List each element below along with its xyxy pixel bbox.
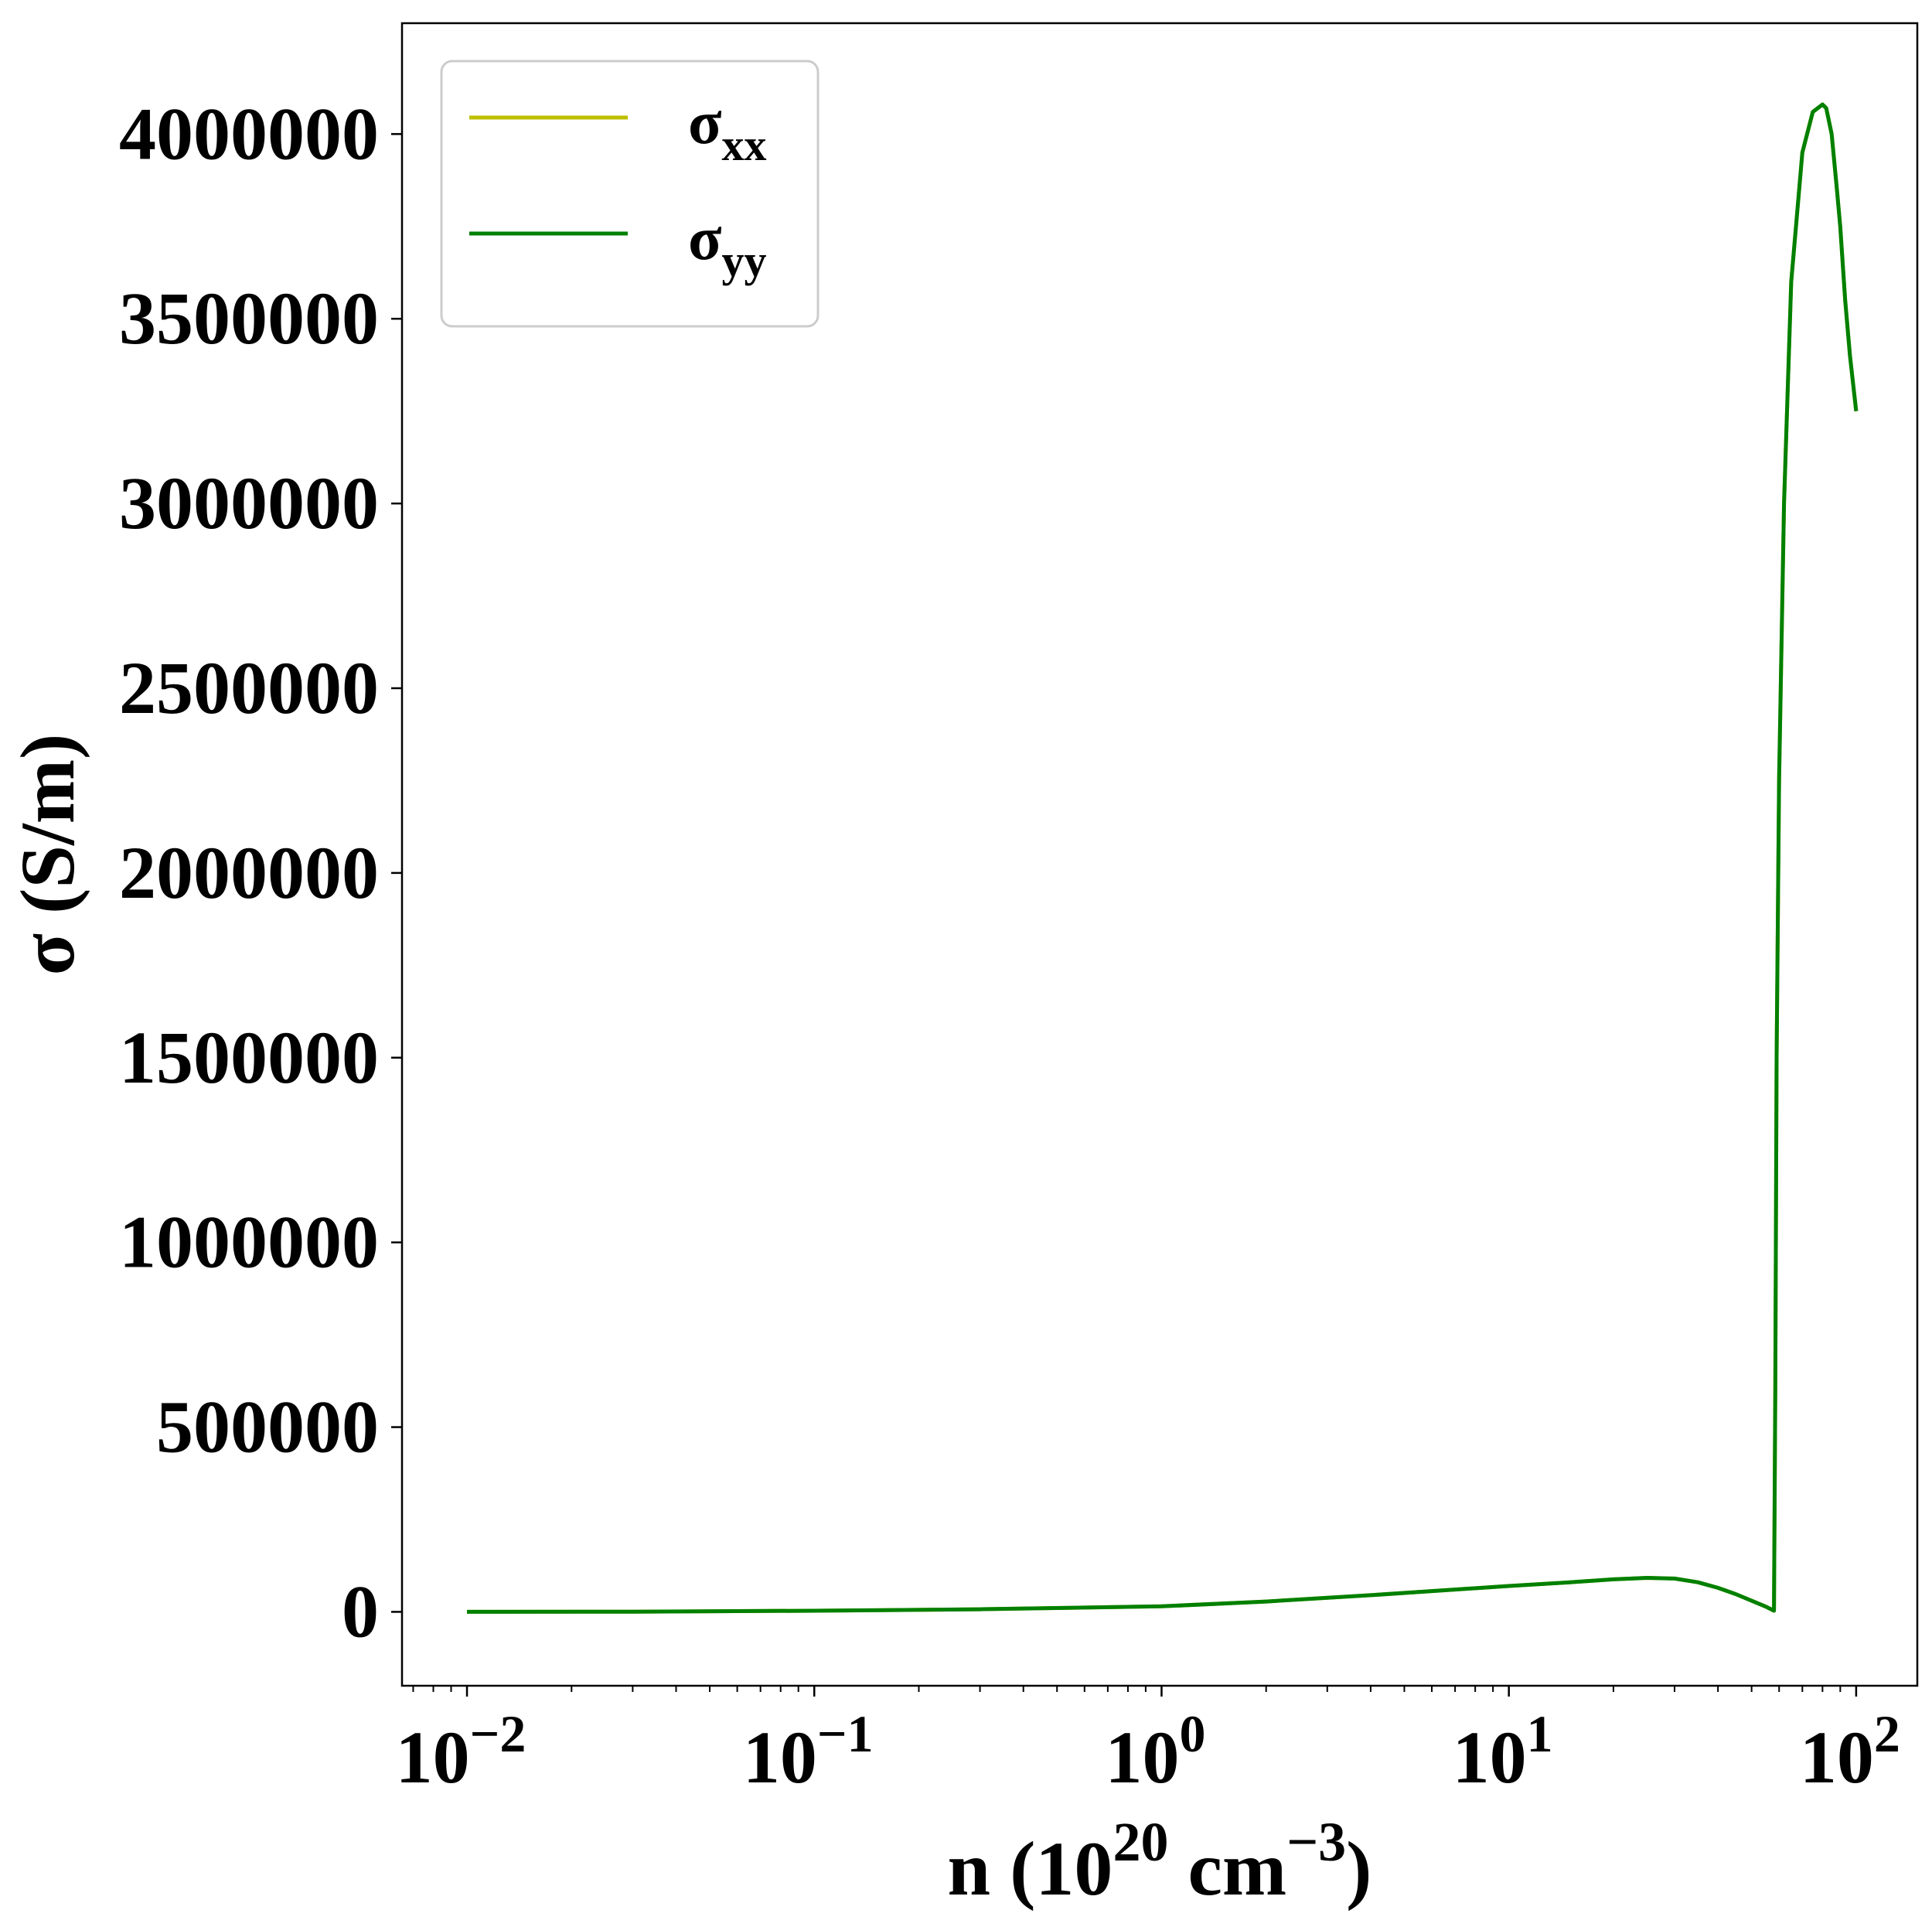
plot-frame xyxy=(400,22,1919,1687)
y-tick-label: 2000000 xyxy=(119,831,379,914)
x-axis-label: n (1020 cm−3) xyxy=(948,1811,1372,1912)
legend-box xyxy=(440,60,819,328)
y-tick-label: 500000 xyxy=(156,1386,379,1468)
x-tick-label: 101 xyxy=(1453,1704,1553,1799)
y-tick-label: 3000000 xyxy=(119,462,379,544)
y-tick-label: 1000000 xyxy=(119,1201,379,1284)
y-axis-label: σ (S/m) xyxy=(5,734,90,976)
legend-label-sigma-xx: σxx xyxy=(688,89,767,170)
y-tick-label: 1500000 xyxy=(119,1016,379,1099)
legend: σxx σyy xyxy=(440,60,819,328)
y-tick-label: 2500000 xyxy=(119,646,379,729)
y-tick-label: 3500000 xyxy=(119,277,379,360)
y-axis: 0 500000 1000000 1500000 2000000 2500000 30000… xyxy=(119,92,402,1652)
y-tick-label: 0 xyxy=(342,1570,379,1652)
series-line-sigma-yy xyxy=(466,102,1859,1614)
x-axis: 10−2 10−1 100 101 102 xyxy=(396,1686,1900,1799)
legend-label-sigma-yy: σyy xyxy=(688,205,767,286)
y-tick-label: 4000000 xyxy=(119,92,379,175)
x-tick-label: 10−2 xyxy=(396,1704,526,1799)
x-tick-label: 102 xyxy=(1800,1704,1900,1799)
series-layer xyxy=(466,102,1859,1614)
x-tick-label: 10−1 xyxy=(743,1704,874,1799)
x-tick-label: 100 xyxy=(1105,1704,1205,1799)
